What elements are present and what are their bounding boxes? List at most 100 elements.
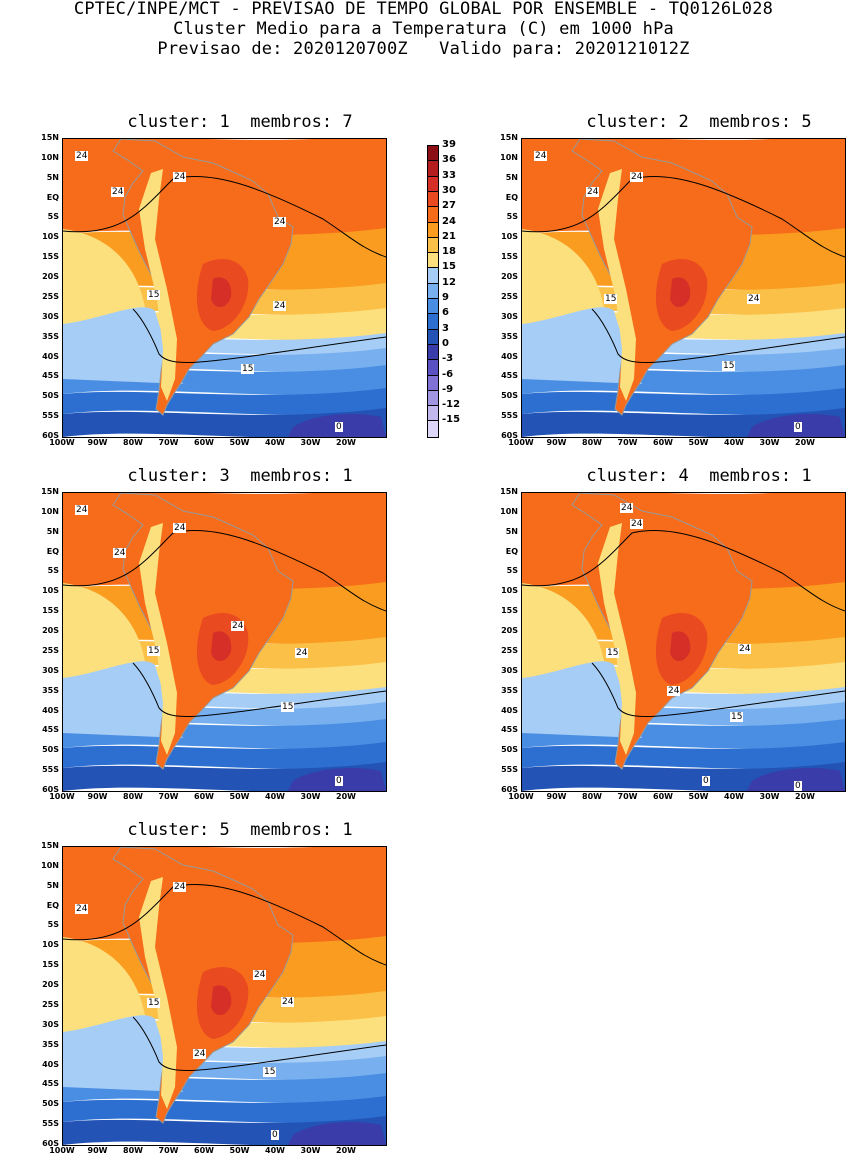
longitude-tick-label: 60W — [194, 792, 214, 801]
longitude-tick-label: 100W — [49, 438, 75, 447]
latitude-tick-label: 10S — [501, 232, 518, 242]
colorbar-label: 27 — [442, 200, 456, 212]
longitude-tick-label: 50W — [229, 1146, 250, 1155]
longitude-tick-label: 70W — [158, 438, 179, 447]
longitude-tick-label: 20W — [795, 438, 815, 447]
latitude-tick-label: 20S — [42, 272, 59, 282]
latitude-tick-label: 40S — [501, 351, 518, 361]
latitude-tick-label: 20S — [42, 626, 59, 636]
panel-title: cluster: 2 membros: 5 — [586, 112, 812, 132]
contour-label: 15 — [147, 646, 161, 656]
latitude-tick-label: 5N — [46, 526, 59, 536]
longitude-tick-label: 40W — [265, 792, 285, 801]
contour-label: 24 — [630, 172, 644, 182]
contour-label: 15 — [730, 712, 744, 722]
panel-title: cluster: 1 membros: 7 — [127, 112, 353, 132]
header-line-1: CPTEC/INPE/MCT - PREVISAO DE TEMPO GLOBA… — [73, 0, 774, 19]
latitude-tick-label: 40S — [42, 1059, 59, 1069]
longitude-tick-label: 80W — [123, 792, 143, 801]
longitude-tick-label: 80W — [123, 438, 143, 447]
latitude-tick-label: EQ — [505, 192, 518, 202]
latitude-tick-label: 25S — [42, 645, 59, 655]
latitude-tick-label: 60S — [501, 431, 518, 440]
panel-title: cluster: 3 membros: 1 — [127, 466, 353, 486]
contour-label: 24 — [295, 648, 309, 658]
latitude-tick-label: 15N — [41, 487, 59, 496]
latitude-tick-label: 15S — [501, 606, 518, 616]
contour-label: 24 — [75, 904, 89, 914]
longitude-tick-label: 40W — [265, 1146, 285, 1155]
very-hot-interior — [211, 985, 232, 1016]
longitude-tick-label: 90W — [87, 792, 108, 801]
andes-cool-strip — [598, 169, 636, 401]
cluster-map-5: 24 24 24 24 24 15 15 0 — [62, 846, 387, 1146]
latitude-tick-label: 5S — [47, 212, 59, 222]
latitude-tick-label: 10N — [41, 506, 59, 516]
longitude-tick-label: 60W — [653, 438, 673, 447]
cluster-map-3: 24 24 24 24 24 15 15 0 — [62, 492, 387, 792]
colorbar-label: -12 — [442, 399, 461, 411]
contour-label: 15 — [606, 648, 620, 658]
latitude-tick-label: 45S — [42, 371, 59, 381]
latitude-tick-label: 45S — [501, 371, 518, 381]
longitude-tick-label: 100W — [49, 1146, 75, 1155]
contour-label: 24 — [273, 217, 287, 227]
latitude-tick-label: 10S — [42, 940, 59, 950]
latitude-tick-label: 40S — [42, 351, 59, 361]
latitude-tick-label: 25S — [42, 999, 59, 1009]
latitude-tick-label: 35S — [501, 685, 518, 695]
latitude-tick-label: 30S — [501, 665, 518, 675]
longitude-tick-label: 100W — [508, 438, 534, 447]
latitude-tick-label: 10N — [41, 152, 59, 162]
latitude-tick-label: 50S — [501, 745, 518, 755]
very-hot-interior — [670, 277, 691, 308]
temperature-band — [63, 388, 386, 416]
latitude-tick-label: 10S — [42, 586, 59, 596]
colorbar-label: 3 — [442, 322, 449, 334]
cool-ocean-area — [63, 307, 183, 384]
contour-label: 24 — [534, 151, 548, 161]
contour-label: 24 — [273, 301, 287, 311]
latitude-tick-label: 20S — [501, 272, 518, 282]
latitude-tick-label: EQ — [46, 900, 59, 910]
header-line-3: Previsao de: 2020120700Z Valido para: 20… — [157, 39, 690, 59]
latitude-tick-label: 15N — [500, 133, 518, 142]
latitude-tick-label: 40S — [42, 705, 59, 715]
latitude-tick-label: 10S — [42, 232, 59, 242]
cold-zero-area — [747, 768, 845, 791]
contour-label: 24 — [173, 172, 187, 182]
latitude-tick-label: 55S — [42, 411, 59, 421]
latitude-tick-label: 15N — [41, 133, 59, 142]
longitude-tick-label: 90W — [87, 438, 108, 447]
longitude-tick-label: 50W — [688, 792, 709, 801]
latitude-tick-label: 5N — [505, 526, 518, 536]
contour-label: 24 — [620, 503, 634, 513]
latitude-tick-label: 55S — [501, 411, 518, 421]
temperature-band — [522, 388, 845, 416]
colorbar-label: 33 — [442, 169, 456, 181]
latitude-tick-label: 10N — [500, 152, 518, 162]
latitude-tick-label: 5N — [46, 172, 59, 182]
latitude-tick-label: EQ — [46, 192, 59, 202]
colorbar-label: 30 — [442, 184, 456, 196]
contour-label: 15 — [263, 1067, 277, 1077]
latitude-tick-label: 55S — [501, 765, 518, 775]
latitude-tick-label: 25S — [501, 291, 518, 301]
colorbar-label: -15 — [442, 414, 461, 426]
latitude-tick-label: 50S — [501, 391, 518, 401]
latitude-tick-label: 50S — [42, 391, 59, 401]
contour-24 — [522, 175, 845, 258]
contour-label: 24 — [747, 294, 761, 304]
latitude-tick-label: 5S — [47, 920, 59, 930]
longitude-tick-label: 40W — [724, 792, 744, 801]
panel-title: cluster: 4 membros: 1 — [586, 466, 812, 486]
latitude-tick-label: 60S — [501, 785, 518, 794]
longitude-tick-label: 20W — [336, 1146, 356, 1155]
colorbar-label: 21 — [442, 230, 456, 242]
longitude-tick-label: 20W — [336, 438, 356, 447]
contour-label: 0 — [702, 776, 710, 786]
latitude-tick-label: 5S — [506, 212, 518, 222]
latitude-tick-label: 60S — [42, 785, 59, 794]
longitude-tick-label: 80W — [123, 1146, 143, 1155]
very-hot-interior — [211, 631, 232, 662]
